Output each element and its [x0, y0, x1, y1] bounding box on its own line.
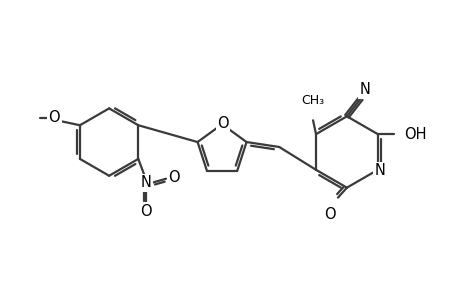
Text: CH₃: CH₃	[301, 94, 324, 107]
Text: N: N	[374, 163, 384, 178]
Text: O: O	[48, 110, 60, 125]
Text: O: O	[324, 207, 335, 222]
Text: N: N	[358, 82, 369, 97]
Text: O: O	[140, 204, 152, 219]
Text: O: O	[168, 170, 179, 185]
Text: OH: OH	[403, 127, 426, 142]
Text: O: O	[217, 116, 229, 131]
Text: N: N	[140, 175, 151, 190]
